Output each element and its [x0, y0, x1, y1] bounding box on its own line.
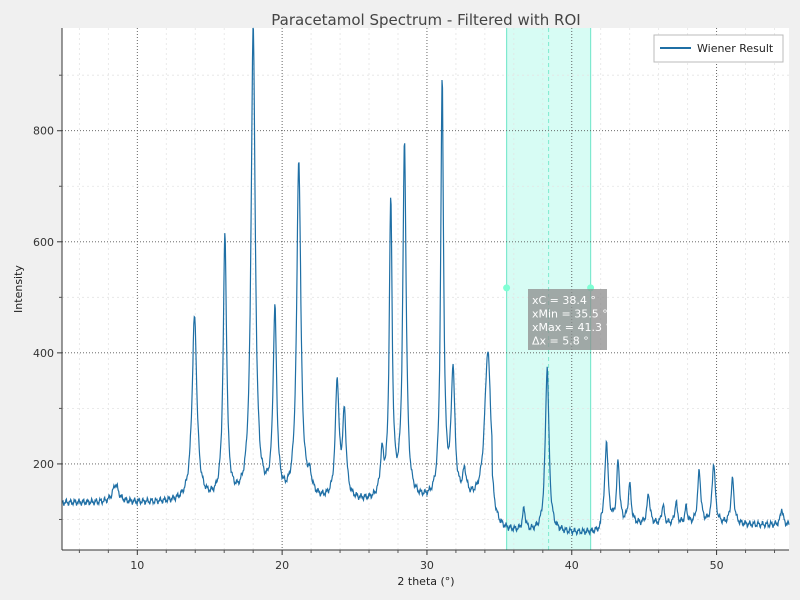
y-tick-label: 600: [33, 236, 54, 249]
series-line-0: [61, 27, 790, 537]
x-tick-label: 50: [710, 559, 724, 572]
roi-label-line: Δx = 5.8 °: [532, 335, 589, 348]
legend[interactable]: Wiener Result: [653, 34, 784, 63]
x-tick-label: 10: [130, 559, 144, 572]
y-tick-label: 200: [33, 458, 54, 471]
grid: [62, 28, 789, 550]
roi-min-handle: [503, 284, 511, 292]
x-tick-label: 30: [420, 559, 434, 572]
series-group: [61, 27, 790, 537]
y-axis-label: Intensity: [12, 265, 25, 313]
roi-label: xC = 38.4 °xMin = 35.5 °xMax = 41.3 °Δx …: [503, 284, 611, 350]
roi-label-line: xC = 38.4 °: [532, 294, 596, 307]
x-tick-label: 40: [565, 559, 579, 572]
y-tick-label: 400: [33, 347, 54, 360]
y-tick-label: 800: [33, 125, 54, 138]
x-tick-label: 20: [275, 559, 289, 572]
x-axis-label: 2 theta (°): [397, 575, 454, 588]
roi-label-box: [528, 289, 607, 350]
roi-label-line: xMin = 35.5 °: [532, 308, 608, 321]
legend-label: Wiener Result: [697, 42, 774, 55]
chart-title: Paracetamol Spectrum - Filtered with ROI: [271, 11, 580, 29]
roi-label-line: xMax = 41.3 °: [532, 321, 611, 334]
plot-area[interactable]: [62, 28, 789, 550]
axes: 10 20 30 40 50 200 400 600 800: [33, 28, 789, 572]
